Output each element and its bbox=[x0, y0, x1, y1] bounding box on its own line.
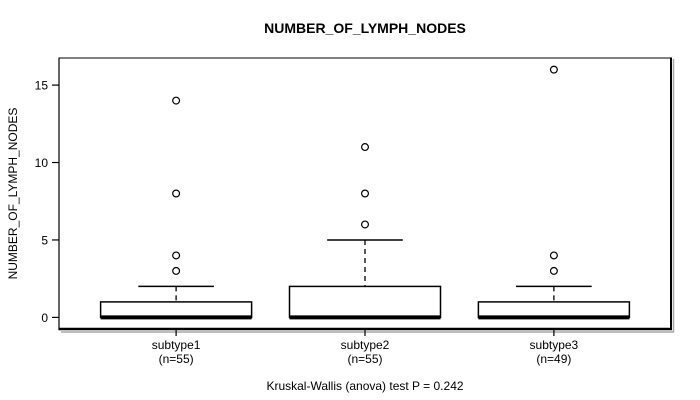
outlier-point bbox=[172, 96, 181, 105]
x-tick-sublabel: (n=49) bbox=[536, 352, 571, 366]
outlier-point bbox=[549, 65, 558, 74]
y-tick-label: 0 bbox=[41, 311, 48, 325]
outlier-point bbox=[361, 220, 370, 229]
outlier-point bbox=[172, 189, 181, 198]
x-tick-sublabel: (n=55) bbox=[347, 352, 382, 366]
outlier-point bbox=[549, 266, 558, 275]
y-tick-label: 10 bbox=[35, 156, 49, 170]
plot-area: 051015subtype1(n=55)subtype2(n=55)subtyp… bbox=[35, 57, 675, 366]
box-iqr-rect bbox=[288, 285, 442, 319]
kruskal-wallis-footnote: Kruskal-Wallis (anova) test P = 0.242 bbox=[266, 379, 463, 393]
outlier-point bbox=[549, 251, 558, 260]
outlier-point bbox=[172, 251, 181, 260]
chart-title: NUMBER_OF_LYMPH_NODES bbox=[264, 20, 466, 36]
x-tick-sublabel: (n=55) bbox=[159, 352, 194, 366]
box-iqr-rect bbox=[99, 301, 253, 319]
outlier-point bbox=[361, 143, 370, 152]
y-tick-label: 15 bbox=[35, 79, 49, 93]
x-tick-label: subtype2 bbox=[341, 338, 390, 352]
box-iqr-rect bbox=[477, 301, 631, 319]
outlier-point bbox=[361, 189, 370, 198]
y-tick-label: 5 bbox=[41, 233, 48, 247]
x-tick-label: subtype1 bbox=[152, 338, 201, 352]
outlier-point bbox=[172, 266, 181, 275]
x-tick-label: subtype3 bbox=[530, 338, 579, 352]
y-axis-title: NUMBER_OF_LYMPH_NODES bbox=[6, 108, 20, 280]
